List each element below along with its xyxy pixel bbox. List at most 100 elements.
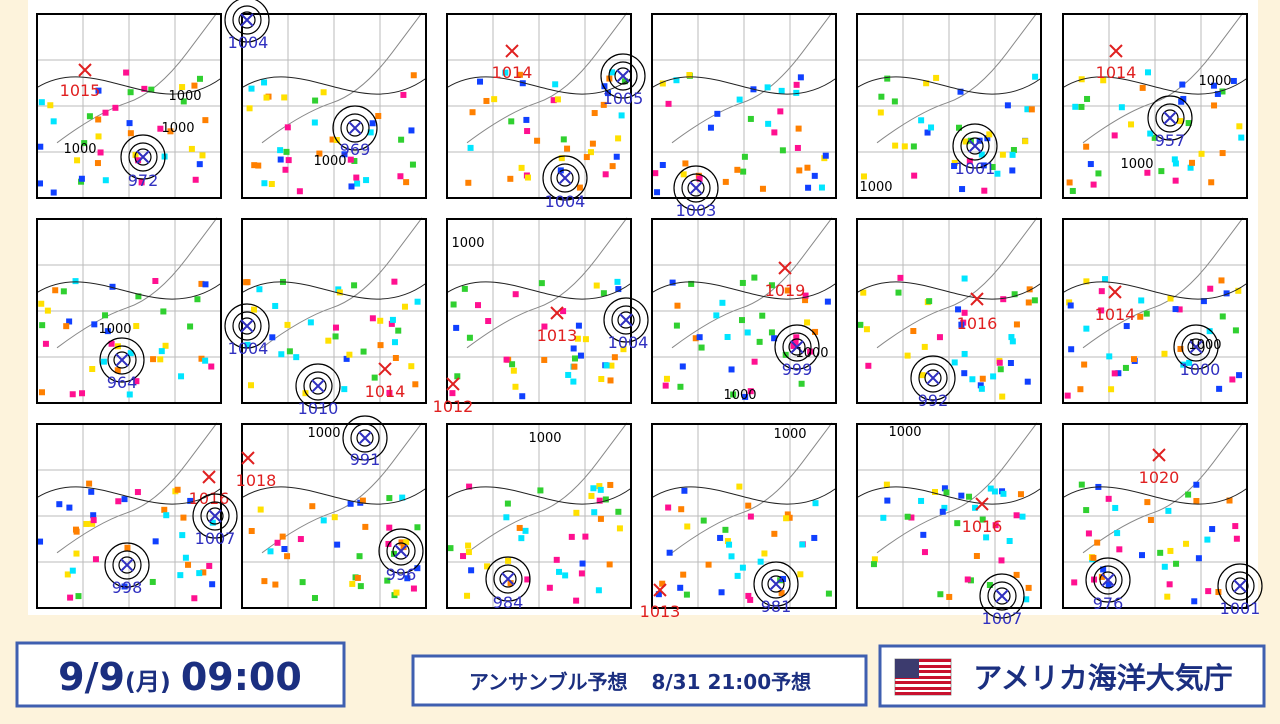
precip-cell	[1204, 536, 1211, 543]
precip-cell	[1219, 150, 1226, 157]
precip-cell	[1172, 160, 1179, 167]
precip-cell	[799, 541, 806, 548]
pressure-label: 1000	[1180, 360, 1221, 379]
precip-cell	[577, 352, 584, 359]
low-marker	[558, 171, 572, 185]
isobar-ring	[378, 528, 424, 574]
precip-cell	[986, 581, 993, 588]
precip-cell	[360, 348, 367, 355]
precip-cell	[910, 328, 917, 335]
low-marker	[769, 577, 783, 591]
pressure-label: 1013	[640, 602, 681, 621]
precip-cell	[404, 575, 411, 582]
precip-cell	[269, 334, 276, 341]
isobar-ring	[687, 179, 705, 197]
precip-cell	[616, 525, 623, 532]
contour-label: 1000	[98, 322, 131, 337]
precip-cell	[491, 96, 498, 103]
map-area	[28, 0, 1258, 615]
pressure-label: 1007	[982, 609, 1023, 628]
pressure-label: 996	[386, 565, 417, 584]
precip-cell	[951, 159, 958, 166]
precip-cell	[465, 179, 472, 186]
panel-frame	[856, 218, 1042, 404]
precip-cell	[414, 524, 421, 531]
precip-cell	[541, 356, 548, 363]
precip-cell	[652, 170, 659, 177]
panel-frame	[856, 13, 1042, 199]
ensemble: アンサンブル予想	[469, 670, 628, 694]
precip-cell	[576, 184, 583, 191]
precip-cell	[918, 497, 925, 504]
precip-cell	[297, 536, 304, 543]
precip-cell	[285, 157, 292, 164]
precip-cell	[598, 376, 605, 383]
precip-cell	[747, 513, 754, 520]
precip-cell	[246, 105, 253, 112]
precip-cell	[593, 282, 600, 289]
precip-cell	[1171, 156, 1178, 163]
precip-cell	[336, 289, 343, 296]
precip-cell	[1024, 106, 1031, 113]
low-marker	[1163, 111, 1177, 125]
precip-cell	[124, 544, 131, 551]
precip-cell	[187, 497, 194, 504]
contour-label: 1000	[859, 180, 892, 195]
precip-cell	[37, 538, 44, 545]
precip-cell	[1100, 77, 1107, 84]
precip-cell	[329, 136, 336, 143]
isobar	[446, 281, 632, 300]
precip-cell	[582, 533, 589, 540]
precip-cell	[353, 174, 360, 181]
panel-frame	[651, 13, 837, 199]
precip-cell	[377, 342, 384, 349]
precip-cell	[747, 115, 754, 122]
precip-cell	[744, 329, 751, 336]
low-marker	[240, 13, 254, 27]
precip-cell	[719, 299, 726, 306]
date: 9/9	[58, 655, 125, 699]
precip-cell	[964, 576, 971, 583]
precip-cell	[1025, 584, 1032, 591]
precip-cell	[951, 163, 958, 170]
contour-label: 1000	[888, 425, 921, 440]
precip-cell	[66, 504, 73, 511]
precip-cell	[992, 522, 999, 529]
precip-cell	[961, 275, 968, 282]
isobar-ring	[550, 163, 580, 193]
precip-cell	[978, 385, 985, 392]
high-marker	[1152, 448, 1166, 462]
pressure-label: 1014	[1096, 63, 1137, 82]
precip-cell	[504, 500, 511, 507]
precip-cell	[1022, 138, 1029, 145]
precip-cell	[1207, 285, 1214, 292]
precip-cell	[281, 94, 288, 101]
high-marker	[1108, 285, 1122, 299]
precip-cell	[208, 363, 215, 370]
precip-cell	[519, 393, 526, 400]
precip-cell	[505, 557, 512, 564]
precip-cell	[921, 549, 928, 556]
precip-cell	[86, 113, 93, 120]
precip-cell	[279, 533, 286, 540]
precip-cell	[895, 289, 902, 296]
precip-cell	[127, 89, 134, 96]
precip-cell	[739, 564, 746, 571]
isobar-ring	[1099, 571, 1117, 589]
precip-cell	[771, 129, 778, 136]
precip-cell	[981, 187, 988, 194]
precip-cell	[179, 84, 186, 91]
precip-cell	[966, 158, 973, 165]
isobar-ring	[392, 542, 410, 560]
precip-cell	[1165, 507, 1172, 514]
precip-cell	[1019, 513, 1026, 520]
high-marker	[241, 451, 255, 465]
precip-cell	[870, 561, 877, 568]
precip-cell	[878, 93, 885, 100]
precip-cell	[199, 152, 206, 159]
high-marker	[1109, 44, 1123, 58]
precip-cell	[312, 97, 319, 104]
pressure-label: 969	[340, 140, 371, 159]
precip-cell	[1230, 77, 1237, 84]
isobar-ring	[979, 573, 1025, 619]
